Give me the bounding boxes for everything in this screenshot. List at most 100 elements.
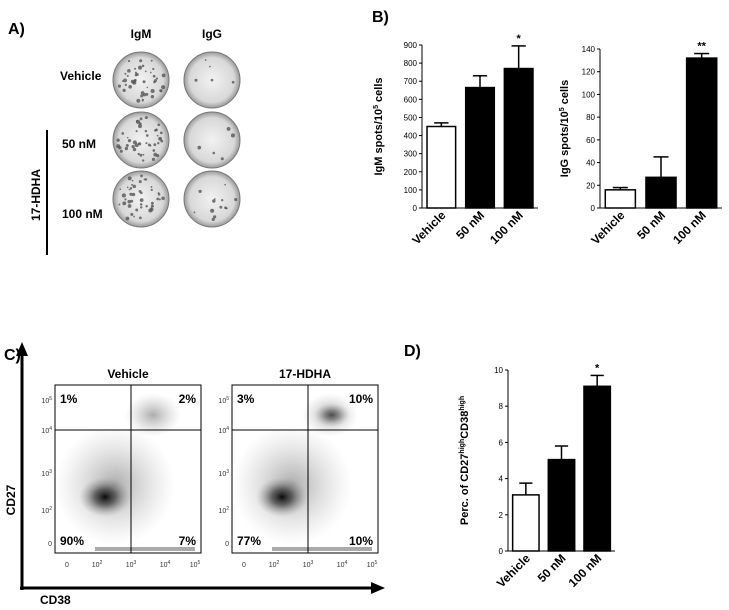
spot bbox=[127, 199, 132, 204]
spot bbox=[140, 94, 144, 98]
tick-exp: 3 bbox=[134, 560, 137, 566]
x-tick-label: 50 nM bbox=[535, 551, 569, 585]
y-tick-label: 100 bbox=[582, 90, 596, 99]
bar bbox=[583, 385, 612, 552]
spot bbox=[123, 78, 127, 83]
spot bbox=[159, 131, 163, 135]
label-text: IgG spots/10 bbox=[559, 111, 571, 177]
spot bbox=[210, 208, 215, 213]
spot bbox=[131, 144, 135, 149]
spot bbox=[145, 205, 148, 208]
tick-base: 10 bbox=[218, 471, 226, 478]
baseline-density bbox=[272, 547, 372, 551]
spot bbox=[144, 116, 148, 120]
flow-tick-label: 102 bbox=[269, 560, 280, 569]
spot bbox=[131, 183, 133, 186]
spot bbox=[149, 71, 152, 74]
flow-tick-label: 102 bbox=[92, 560, 103, 569]
spot bbox=[160, 139, 164, 143]
spot bbox=[209, 65, 211, 68]
spot bbox=[127, 176, 132, 181]
spot bbox=[161, 196, 165, 201]
tick-exp: 4 bbox=[226, 426, 229, 432]
y-tick-label: 2 bbox=[499, 511, 504, 520]
spot bbox=[155, 128, 158, 132]
spot bbox=[139, 153, 143, 157]
tick-base: 10 bbox=[160, 562, 168, 569]
spot bbox=[143, 178, 146, 181]
spot bbox=[119, 149, 123, 153]
bar bbox=[503, 67, 534, 209]
spot bbox=[144, 70, 147, 73]
flow-tick-label: 104 bbox=[41, 426, 52, 435]
tick-base: 0 bbox=[242, 562, 246, 569]
y-tick-label: 80 bbox=[586, 113, 595, 122]
label-text: Perc. of CD27 bbox=[459, 454, 471, 526]
bar bbox=[645, 176, 677, 209]
spot bbox=[126, 186, 129, 189]
flow-tick-label: 0 bbox=[242, 562, 246, 569]
quadrant-percent: 7% bbox=[179, 534, 197, 548]
spot bbox=[150, 188, 153, 192]
spot bbox=[146, 86, 149, 89]
spot bbox=[150, 88, 155, 94]
spot bbox=[140, 206, 143, 209]
spot bbox=[130, 212, 134, 216]
spot bbox=[122, 201, 127, 206]
row-label: 50 nM bbox=[62, 137, 96, 151]
spot bbox=[152, 74, 156, 78]
spot bbox=[127, 59, 131, 63]
spot bbox=[142, 153, 145, 156]
label-sup: 5 bbox=[559, 107, 566, 111]
panel-label: D) bbox=[404, 343, 421, 360]
spot bbox=[125, 216, 130, 221]
spot bbox=[121, 132, 125, 135]
tick-base: 10 bbox=[218, 508, 226, 515]
spot bbox=[158, 198, 161, 201]
axis-label: CD27 bbox=[4, 484, 18, 515]
significance: * bbox=[517, 33, 522, 45]
tick-base: 10 bbox=[218, 428, 226, 435]
spot bbox=[139, 198, 144, 203]
tick-base: 10 bbox=[218, 398, 226, 405]
arrow-head bbox=[371, 582, 385, 594]
tick-exp: 2 bbox=[49, 506, 52, 512]
column-label: IgM bbox=[131, 27, 152, 41]
spot bbox=[226, 126, 231, 131]
y-tick-label: 900 bbox=[404, 41, 418, 50]
label-text: CD38 bbox=[459, 411, 471, 439]
quadrant-percent: 10% bbox=[349, 392, 373, 406]
tick-exp: 2 bbox=[226, 506, 229, 512]
tick-base: 10 bbox=[126, 562, 134, 569]
spot bbox=[135, 130, 138, 133]
y-tick-label: 140 bbox=[582, 45, 596, 54]
y-tick-label: 4 bbox=[499, 475, 504, 484]
flow-tick-label: 103 bbox=[303, 560, 314, 569]
spot bbox=[197, 145, 202, 150]
panel-label: A) bbox=[8, 21, 25, 38]
spot bbox=[139, 191, 143, 195]
spot bbox=[145, 142, 148, 145]
spot bbox=[136, 98, 141, 103]
label-text: IgM spots/10 bbox=[373, 109, 385, 176]
tick-exp: 5 bbox=[226, 396, 229, 402]
spot bbox=[121, 193, 126, 198]
y-tick-label: 500 bbox=[404, 113, 418, 122]
spot bbox=[225, 207, 227, 210]
spot bbox=[126, 136, 129, 139]
x-tick-label: 50 nM bbox=[634, 208, 668, 242]
spot bbox=[139, 59, 143, 63]
x-tick-label: Vehicle bbox=[409, 208, 448, 247]
tick-exp: 4 bbox=[168, 560, 171, 566]
spot bbox=[119, 188, 122, 191]
spot bbox=[142, 80, 146, 84]
spot bbox=[152, 205, 154, 208]
flow-tick-label: 104 bbox=[160, 560, 171, 569]
spot bbox=[138, 124, 143, 129]
density bbox=[79, 477, 131, 517]
tick-exp: 3 bbox=[226, 469, 229, 475]
tick-exp: 5 bbox=[49, 396, 52, 402]
well bbox=[112, 51, 170, 109]
label-sup: high bbox=[459, 439, 466, 454]
